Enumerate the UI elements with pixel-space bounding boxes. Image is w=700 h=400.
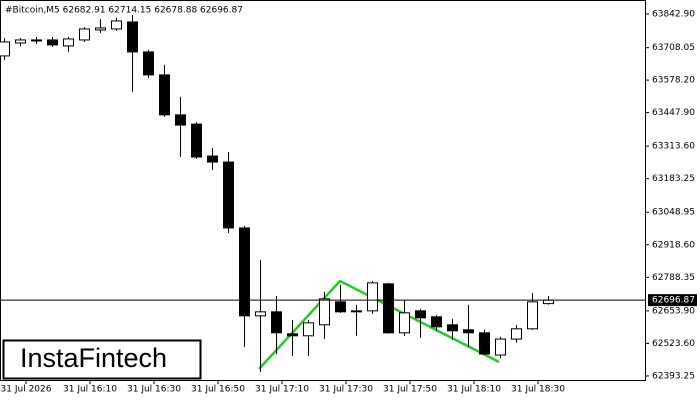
candle-body [239, 227, 250, 317]
candle-body [431, 316, 442, 328]
candle-body [223, 161, 234, 229]
logo: InstaFintech [20, 343, 167, 373]
candle-body [15, 39, 26, 44]
candle-body [31, 39, 42, 42]
candle-body [143, 51, 154, 76]
candle-body [175, 114, 186, 126]
current-price-box [648, 294, 697, 307]
pattern-line [258, 279, 500, 370]
y-tick-label: 63183.25 [652, 174, 695, 184]
y-tick-label: 63842.90 [652, 10, 695, 20]
candle-body [111, 20, 122, 30]
candle-body [495, 338, 506, 356]
x-tick-label: 31 Jul 18:10 [447, 385, 501, 395]
candle-body [47, 39, 58, 46]
candle-body [335, 301, 346, 313]
candle-body [399, 312, 410, 334]
candle-body [543, 299, 554, 305]
candle-body [351, 310, 362, 313]
candle-body [527, 301, 538, 330]
x-tick-label: 31 Jul 16:10 [63, 385, 117, 395]
x-tick-label: 31 Jul 16:50 [191, 385, 245, 395]
candle-body [367, 282, 378, 312]
candle-body [0, 41, 10, 57]
current-price-label: 62696.87 [652, 296, 695, 306]
candle-body [303, 322, 314, 337]
x-tick-label: 31 Jul 16:30 [127, 385, 181, 395]
y-tick-label: 63313.60 [652, 142, 695, 152]
x-tick-label: 31 Jul 17:30 [319, 385, 373, 395]
candle-body [159, 74, 170, 116]
y-tick-label: 63578.20 [652, 76, 695, 86]
y-tick-label: 62393.25 [652, 371, 695, 381]
candle-body [79, 28, 90, 41]
y-tick-label: 62918.60 [652, 240, 695, 250]
candle-body [415, 310, 426, 319]
y-tick-label: 62523.60 [652, 339, 695, 349]
candle-body [127, 21, 138, 53]
candle-body [287, 333, 298, 337]
candle-body [191, 123, 202, 158]
candle-body [511, 328, 522, 340]
y-tick-label: 63708.05 [652, 43, 695, 53]
x-tick-label: 31 Jul 17:10 [255, 385, 309, 395]
y-tick-label: 62788.35 [652, 273, 695, 283]
candle-body [463, 329, 474, 334]
candle-body [95, 27, 106, 31]
x-tick-label: 31 Jul 18:30 [511, 385, 565, 395]
chart-header: #Bitcoin,M5 62682.91 62714.15 62678.88 6… [5, 6, 243, 16]
y-tick-label: 63048.95 [652, 208, 695, 218]
candle-body [271, 311, 282, 334]
candle-body [63, 38, 74, 47]
y-tick-label: 63447.90 [652, 108, 695, 118]
candle-body [383, 283, 394, 334]
candle-body [479, 332, 490, 355]
plot-frame [0, 0, 646, 381]
candle-body [207, 155, 218, 163]
x-tick-label: 31 Jul 2026 [1, 385, 52, 395]
x-tick-label: 31 Jul 17:50 [383, 385, 437, 395]
candle-body [319, 298, 330, 326]
candle-body [255, 311, 266, 317]
logo-box [2, 339, 202, 380]
y-tick-label: 62653.90 [652, 306, 695, 316]
candle-body [447, 324, 458, 332]
